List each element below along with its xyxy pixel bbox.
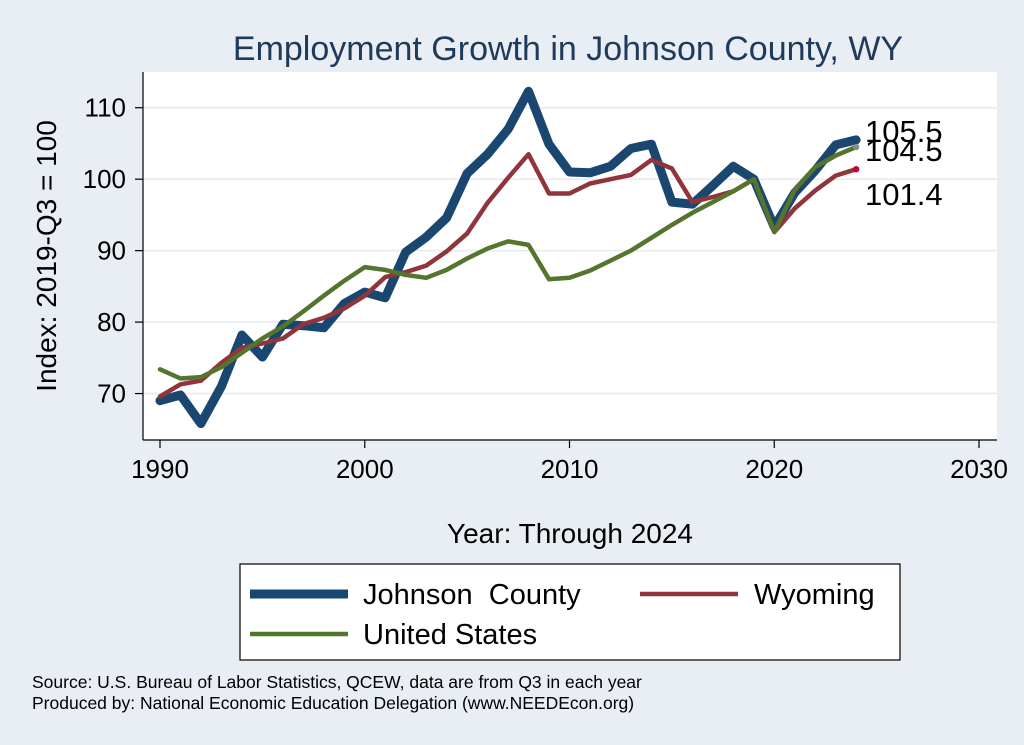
x-axis-title: Year: Through 2024: [447, 518, 693, 549]
legend-label: Johnson County: [363, 579, 581, 611]
end-marker: [852, 136, 860, 144]
legend-label: United States: [363, 619, 537, 651]
x-tick-label: 1990: [131, 454, 189, 484]
y-tick-label: 80: [97, 307, 126, 337]
end-value-label: 104.5: [865, 133, 943, 168]
y-tick-label: 70: [97, 379, 126, 409]
chart-title: Employment Growth in Johnson County, WY: [233, 30, 903, 68]
x-tick-label: 2030: [950, 454, 1008, 484]
series-line-united-states: [157, 144, 859, 381]
end-marker: [852, 143, 860, 151]
end-labels: 105.5 101.4 104.5: [852, 114, 943, 212]
y-axis-title: Index: 2019-Q3 = 100: [31, 120, 62, 392]
legend-box: [239, 563, 901, 661]
axes: 70 80 90 100 110 1990 2000 2010 2020 2030: [83, 72, 1008, 484]
series-line-johnson-county: [155, 86, 861, 429]
produced-by-note: Produced by: National Economic Education…: [32, 693, 634, 713]
end-value-label: 105.5: [865, 114, 943, 149]
x-tick-label: 2010: [541, 454, 599, 484]
end-marker: [852, 165, 860, 173]
gridlines: [143, 106, 997, 395]
y-tick-label: 110: [85, 93, 126, 123]
end-value-label: 101.4: [865, 177, 943, 212]
plot-area: [143, 72, 997, 440]
series-lines: [155, 86, 861, 429]
legend: Johnson County Wyoming United States: [239, 563, 901, 661]
x-tick-label: 2020: [745, 454, 803, 484]
source-note: Source: U.S. Bureau of Labor Statistics,…: [32, 672, 642, 692]
y-tick-label: 100: [83, 164, 126, 194]
x-tick-label: 2000: [336, 454, 394, 484]
legend-label: Wyoming: [754, 579, 875, 611]
y-tick-label: 90: [97, 236, 126, 266]
